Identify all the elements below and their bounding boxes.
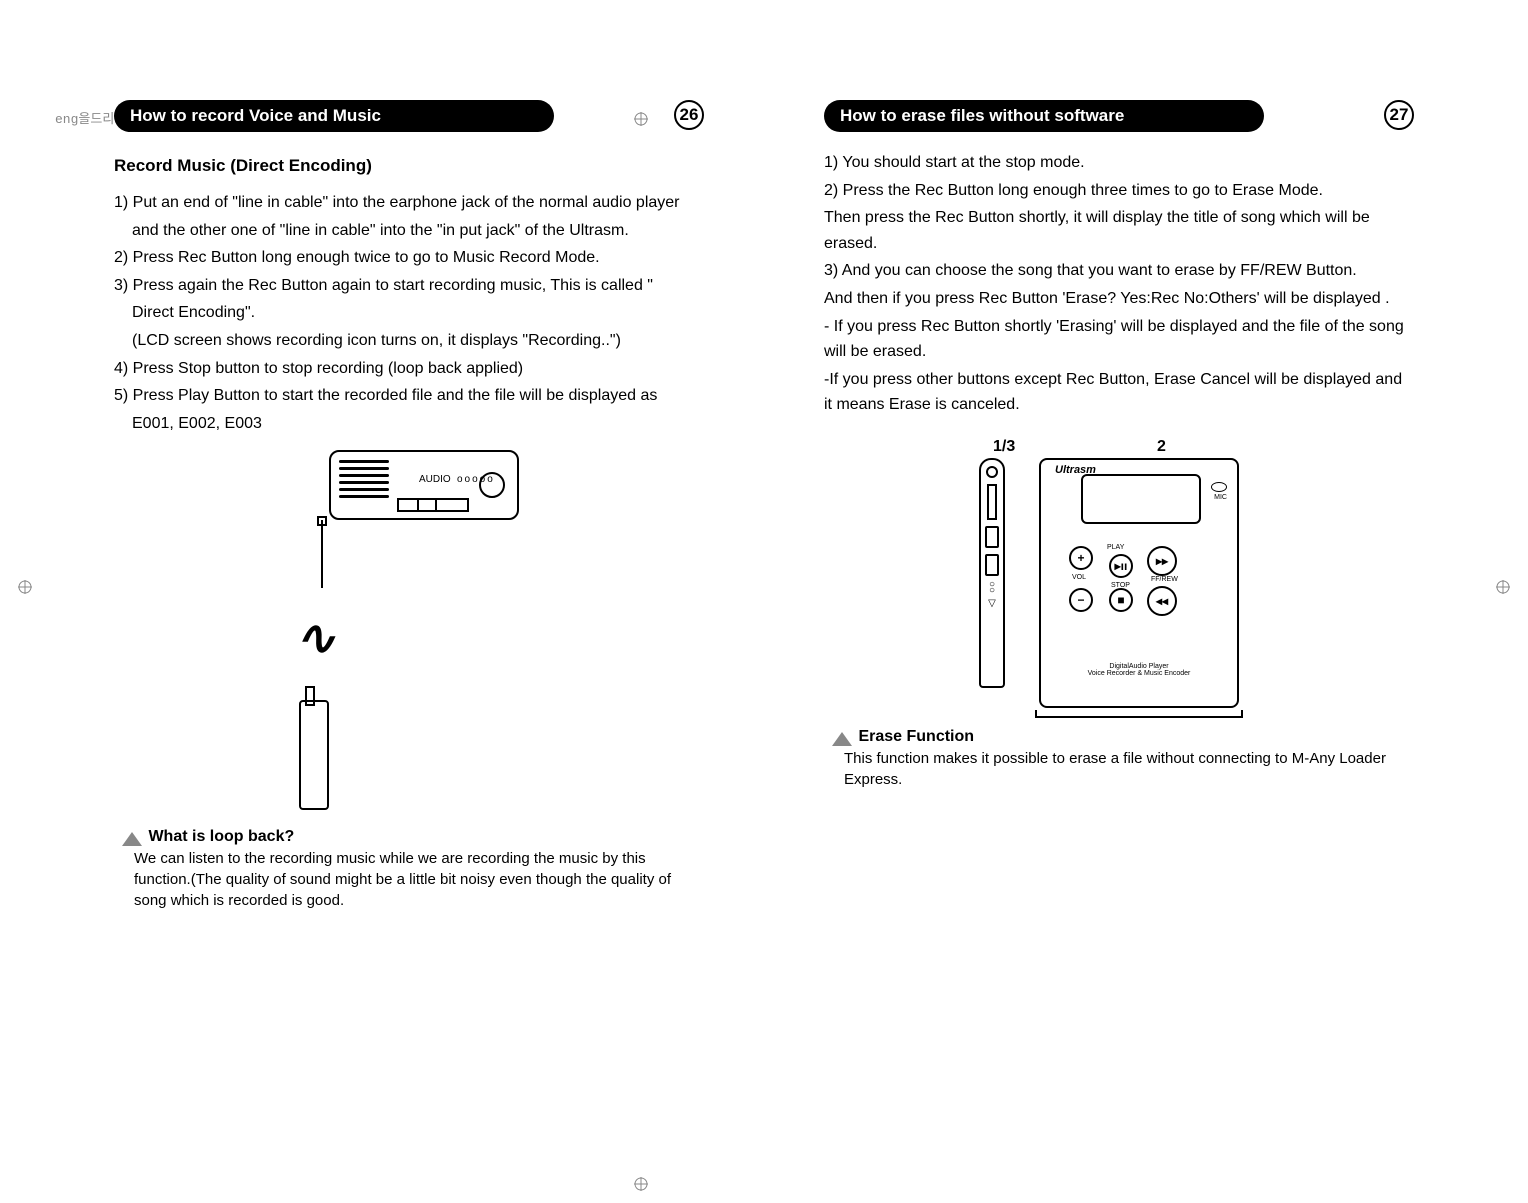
callout-label: 2 — [1157, 438, 1166, 456]
instruction-line: 3) And you can choose the song that you … — [824, 258, 1414, 284]
device-side-view-icon: ○○ ▽ — [979, 458, 1005, 688]
instruction-line: Then press the Rec Button shortly, it wi… — [824, 205, 1414, 256]
footer-line: DigitalAudio Player — [1041, 663, 1237, 671]
section-header-pill: How to erase files without software — [824, 100, 1264, 132]
instruction-body: 1) You should start at the stop mode. 2)… — [824, 150, 1414, 418]
tip-body: We can listen to the recording music whi… — [134, 848, 704, 911]
rewind-button-icon: ◂◂ — [1147, 586, 1177, 616]
crop-mark-icon — [1496, 580, 1510, 594]
section-header-pill: How to record Voice and Music — [114, 100, 554, 132]
triangle-icon — [122, 832, 142, 846]
instruction-line: 4) Press Stop button to stop recording (… — [114, 356, 704, 382]
device-footer-text: DigitalAudio Player Voice Recorder & Mus… — [1041, 663, 1237, 678]
page-spread: How to record Voice and Music 26 Record … — [114, 100, 1414, 911]
mic-label: MIC — [1214, 494, 1227, 501]
instruction-line: 5) Press Play Button to start the record… — [114, 383, 704, 409]
forward-button-icon: ▸▸ — [1147, 546, 1177, 576]
instruction-line: Direct Encoding". — [114, 300, 704, 326]
cable-break-icon: ∿ — [295, 610, 335, 666]
device-base-icon — [1035, 710, 1243, 718]
button-label: FF/REW — [1151, 576, 1178, 583]
side-button-icon — [985, 554, 999, 576]
right-page: How to erase files without software 27 1… — [824, 100, 1414, 911]
device-illustration: 1/3 2 ○○ ▽ Ultrasm MIC PLAY + VOL − — [959, 458, 1279, 718]
lcd-screen-icon — [1081, 474, 1201, 524]
instruction-line: 3) Press again the Rec Button again to s… — [114, 273, 704, 299]
device-front-icon: Ultrasm MIC PLAY + VOL − ▸ıı STOP ■ ▸▸ F… — [1039, 458, 1239, 708]
audio-label: AUDIO — [419, 474, 451, 485]
instruction-line: (LCD screen shows recording icon turns o… — [114, 328, 704, 354]
slider-icon — [987, 484, 997, 520]
instruction-line: - If you press Rec Button shortly 'Erasi… — [824, 314, 1414, 365]
crop-mark-icon — [18, 580, 32, 594]
instruction-line: E001, E002, E003 — [114, 411, 704, 437]
instruction-line: 2) Press Rec Button long enough twice to… — [114, 245, 704, 271]
jack-icon — [986, 466, 998, 478]
footer-line: Voice Recorder & Music Encoder — [1041, 670, 1237, 678]
down-triangle-icon: ▽ — [981, 598, 1003, 609]
stop-button-icon: ■ — [1109, 588, 1133, 612]
instruction-body: 1) Put an end of "line in cable" into th… — [114, 190, 704, 436]
instruction-line: -If you press other buttons except Rec B… — [824, 367, 1414, 418]
triangle-icon — [832, 732, 852, 746]
audio-player-icon: AUDIO ooooo — [329, 450, 519, 520]
device-illustration: AUDIO ooooo ∿ — [299, 450, 519, 810]
instruction-line: and the other one of "line in cable" int… — [114, 218, 704, 244]
dial-icon — [479, 472, 505, 498]
tip-block: Erase Function This function makes it po… — [832, 728, 1414, 790]
tip-title: Erase Function — [858, 728, 974, 745]
mp3-player-icon — [299, 700, 329, 810]
callout-label: 1/3 — [993, 438, 1015, 456]
tip-title: What is loop back? — [148, 828, 294, 845]
left-page: How to record Voice and Music 26 Record … — [114, 100, 704, 911]
page-number: 26 — [674, 100, 704, 130]
button-label: PLAY — [1107, 544, 1124, 551]
instruction-line: And then if you press Rec Button 'Erase?… — [824, 286, 1414, 312]
instruction-line: 2) Press the Rec Button long enough thre… — [824, 178, 1414, 204]
dots-icon: ○○ — [981, 582, 1003, 594]
play-button-icon: ▸ıı — [1109, 554, 1133, 578]
side-button-icon — [985, 526, 999, 548]
instruction-line: 1) You should start at the stop mode. — [824, 150, 1414, 176]
crop-mark-icon — [634, 1177, 648, 1191]
tape-door-icon — [397, 498, 469, 512]
mic-icon — [1211, 482, 1227, 492]
minus-button-icon: − — [1069, 588, 1093, 612]
tip-body: This function makes it possible to erase… — [844, 748, 1414, 790]
plus-button-icon: + — [1069, 546, 1093, 570]
tip-block: What is loop back? We can listen to the … — [122, 828, 704, 911]
button-label: VOL — [1072, 574, 1086, 581]
cable-icon — [321, 520, 323, 588]
speaker-grille-icon — [339, 460, 389, 506]
instruction-line: 1) Put an end of "line in cable" into th… — [114, 190, 704, 216]
page-number: 27 — [1384, 100, 1414, 130]
section-title: Record Music (Direct Encoding) — [114, 156, 704, 176]
